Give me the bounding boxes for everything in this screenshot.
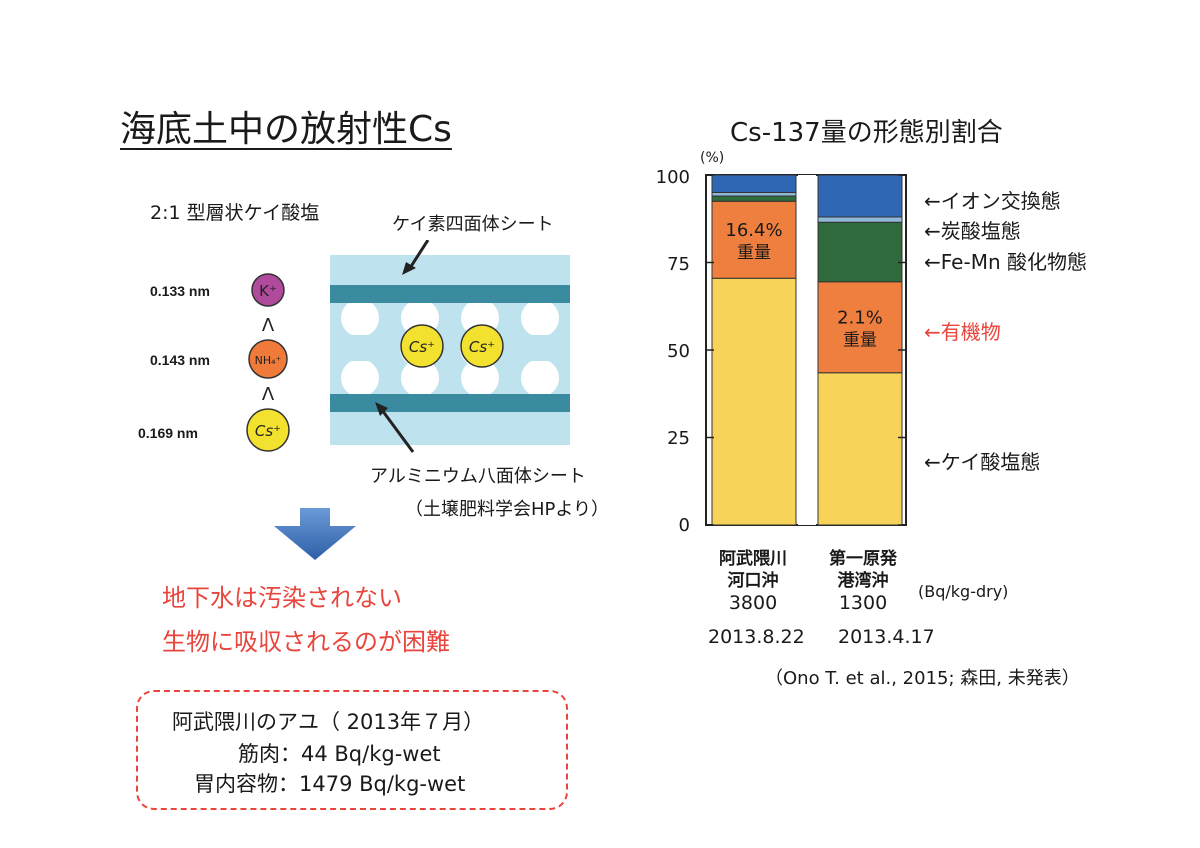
y-ticks: [706, 174, 906, 526]
category-2-date: 2013.4.17: [838, 626, 935, 648]
legend-arrow-icon: ←: [924, 320, 941, 344]
ion-nh4-circle: [248, 339, 288, 379]
legend-arrow-icon: ←: [924, 449, 941, 474]
fish-box-muscle: 筋肉：44 Bq/kg-wet: [238, 742, 441, 766]
y-axis-unit: (%): [700, 150, 725, 166]
clay-subtitle: 2:1 型層状ケイ酸塩: [150, 202, 320, 224]
si-pointer-arrow: [408, 240, 430, 269]
bar-data-label-2-2: 重量: [843, 330, 877, 350]
legend-arrow-icon: ←: [924, 218, 941, 243]
legend-item-2: ←炭酸塩態: [924, 215, 1021, 244]
bars: 16.4%重量2.1%重量: [711, 174, 903, 526]
si-band-top: [330, 285, 570, 303]
slide-title: 海底土中の放射性Cs: [120, 109, 452, 150]
category-1-site: 阿武隈川 河口沖: [719, 549, 787, 591]
bar-segment-1-1: [711, 277, 797, 526]
interlayer-cs-2: [460, 324, 504, 368]
category-2-value: 1300: [838, 592, 888, 614]
legend-label: 有機物: [940, 320, 1001, 344]
legend-label: 炭酸塩態: [940, 218, 1021, 243]
bar-segment-1-5: [711, 174, 797, 193]
bar-data-label-1-1: 16.4%: [725, 220, 782, 241]
interlayer-cs-1: [400, 324, 444, 368]
fish-box: 阿武隈川のアユ（ 2013年７月） 筋肉：44 Bq/kg-wet 胃内容物：1…: [136, 690, 568, 810]
legend-item-4: ←有機物: [924, 316, 1001, 345]
si-sheet-label: ケイ素四面体シート: [392, 214, 554, 235]
down-arrow-icon: [274, 508, 356, 560]
unit-label: (Bq/kg-dry): [918, 582, 1009, 601]
bar-segment-1-4: [711, 192, 797, 197]
conclusion-1: 地下水は汚染されない: [162, 584, 402, 612]
category-2-site: 第一原発 港湾沖: [829, 549, 897, 591]
bar-segment-2-5: [817, 174, 903, 218]
bar-segment-1-2: [711, 200, 797, 279]
bar-data-label-1-2: 重量: [737, 243, 771, 263]
y-tick-100: 100: [655, 167, 690, 188]
legend-item-5: ←ケイ酸塩態: [924, 446, 1040, 475]
y-tick-0: 0: [678, 515, 690, 536]
legend-label: イオン交換態: [940, 188, 1061, 213]
legend-item-1: ←イオン交換態: [924, 185, 1061, 214]
stacked-bar-chart: 16.4%重量2.1%重量: [705, 174, 907, 526]
legend-arrow-icon: ←: [924, 188, 941, 213]
legend-label: ケイ酸塩態: [940, 449, 1041, 474]
ion-cs-circle: [246, 408, 290, 452]
ion-column: K⁺ Λ NH₄⁺ Λ Cs⁺: [246, 273, 290, 452]
ion-k-symbol: K⁺: [259, 282, 277, 300]
y-tick-50: 50: [667, 341, 690, 362]
order-symbol-1: Λ: [262, 315, 275, 336]
legend-label: Fe-Mn 酸化物態: [940, 250, 1087, 274]
ion-size-nh4: 0.143 nm: [150, 352, 210, 368]
bar-segment-2-1: [817, 372, 903, 526]
si-band-bottom: [330, 394, 570, 412]
bar-segment-1-3: [711, 195, 797, 202]
interlayer-cs-2-symbol: Cs⁺: [469, 338, 495, 356]
chart-title: Cs-137量の形態別割合: [730, 118, 1003, 148]
al-pointer-arrow: [380, 409, 415, 453]
clay-diagram: K⁺ Λ NH₄⁺ Λ Cs⁺ Cs⁺ Cs⁺: [246, 240, 570, 480]
bar-segment-2-2: [817, 281, 903, 374]
fish-box-title: 阿武隈川のアユ（ 2013年７月）: [172, 710, 485, 734]
legend-item-3: ←Fe-Mn 酸化物態: [924, 246, 1087, 275]
bar-gap: [798, 175, 816, 525]
y-tick-25: 25: [667, 428, 690, 449]
fish-box-stomach: 胃内容物：1479 Bq/kg-wet: [194, 772, 466, 796]
ion-size-k: 0.133 nm: [150, 283, 210, 299]
source-label: （土壌肥料学会HPより）: [405, 499, 610, 520]
y-tick-75: 75: [667, 254, 690, 275]
category-1-value: 3800: [728, 592, 778, 614]
bar-data-label-2-1: 2.1%: [837, 307, 883, 328]
ion-cs-symbol: Cs⁺: [255, 422, 281, 440]
clay-sheets: [330, 240, 570, 480]
al-sheet-label: アルミニウム八面体シート: [370, 466, 586, 487]
citation: （Ono T. et al., 2015; 森田, 未発表）: [765, 668, 1080, 689]
bar-segment-2-3: [817, 221, 903, 283]
ion-k-circle: [251, 273, 285, 307]
bar-segment-2-4: [817, 216, 903, 223]
conclusion-2: 生物に吸収されるのが困難: [162, 628, 450, 656]
ion-nh4-symbol: NH₄⁺: [255, 354, 282, 367]
order-symbol-2: Λ: [262, 384, 275, 405]
category-1-date: 2013.8.22: [708, 626, 805, 648]
legend-arrow-icon: ←: [924, 250, 941, 274]
ion-size-cs: 0.169 nm: [138, 425, 198, 441]
interlayer-cs-1-symbol: Cs⁺: [409, 338, 435, 356]
